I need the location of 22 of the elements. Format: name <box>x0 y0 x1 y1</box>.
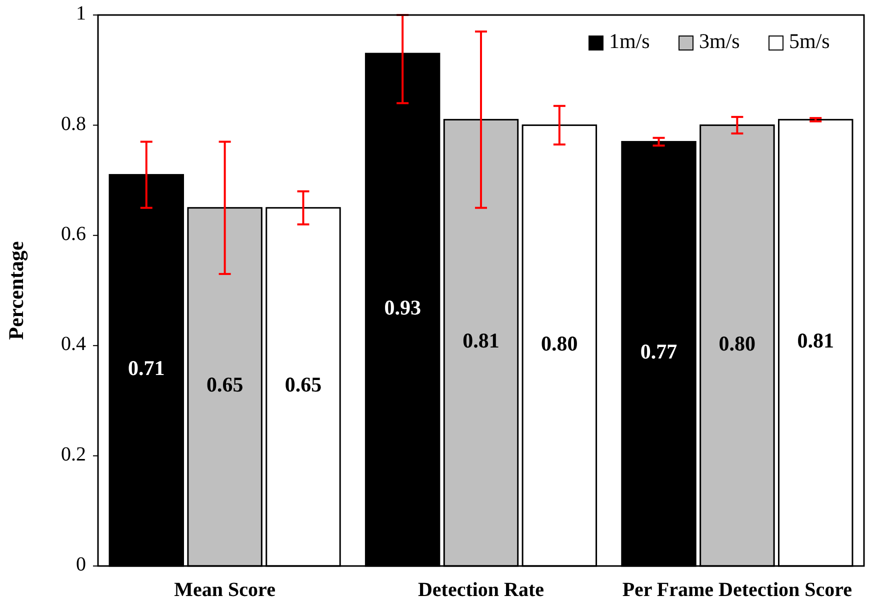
data-label: 0.80 <box>718 331 756 356</box>
y-tick-label: 0.6 <box>61 222 86 245</box>
y-tick-label: 0.2 <box>61 443 86 466</box>
x-tick-label: Mean Score <box>174 579 276 601</box>
y-tick-label: 0 <box>76 554 86 576</box>
data-label: 0.77 <box>640 340 678 364</box>
data-label: 0.71 <box>128 356 165 380</box>
data-label: 0.81 <box>462 328 500 353</box>
y-tick-label: 1 <box>76 2 86 25</box>
x-tick-label: Per Frame Detection Score <box>622 579 852 601</box>
data-label: 0.81 <box>797 328 834 353</box>
y-axis-title: Percentage <box>4 241 28 340</box>
y-tick-label: 0.8 <box>61 112 86 135</box>
legend-label: 5m/s <box>789 28 830 53</box>
legend-label: 3m/s <box>699 28 740 53</box>
data-label: 0.65 <box>206 372 244 397</box>
legend-label: 1m/s <box>609 28 650 53</box>
data-label: 0.65 <box>284 372 322 397</box>
data-label: 0.80 <box>541 331 578 356</box>
y-tick-label: 0.4 <box>61 333 86 356</box>
data-label: 0.93 <box>384 296 421 320</box>
x-tick-label: Detection Rate <box>418 579 544 601</box>
